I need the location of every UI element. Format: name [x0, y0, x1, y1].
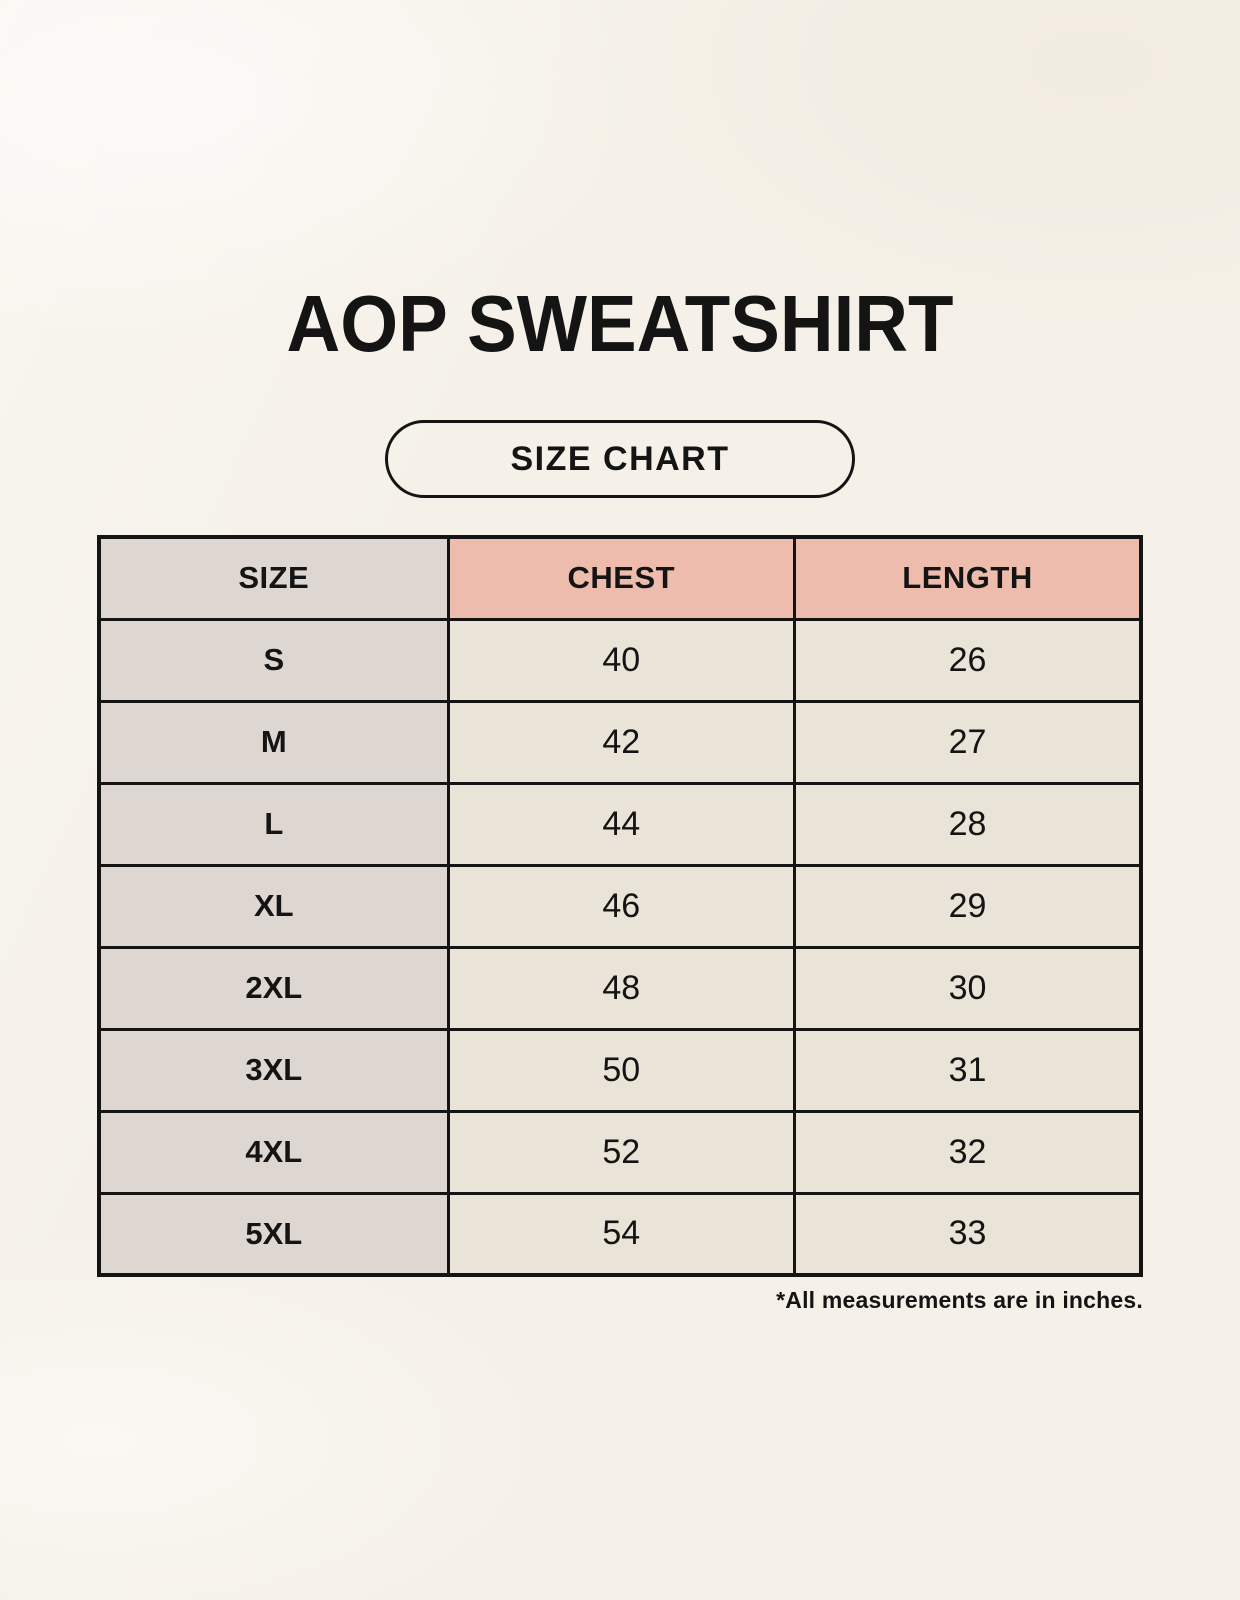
chest-cell: 40 — [446, 617, 797, 703]
chest-cell: 42 — [446, 699, 797, 785]
length-cell: 33 — [793, 1191, 1143, 1277]
table-row: XL 46 29 — [97, 863, 1143, 949]
length-cell: 30 — [793, 945, 1143, 1031]
length-cell: 29 — [793, 863, 1143, 949]
chest-cell: 46 — [446, 863, 797, 949]
size-cell: 3XL — [97, 1027, 450, 1113]
table-row: 3XL 50 31 — [97, 1027, 1143, 1113]
chest-cell: 48 — [446, 945, 797, 1031]
table-row: M 42 27 — [97, 699, 1143, 785]
size-cell: M — [97, 699, 450, 785]
size-chart-badge: SIZE CHART — [385, 420, 855, 498]
table-row: 4XL 52 32 — [97, 1109, 1143, 1195]
header-block: AOP SWEATSHIRT — [0, 0, 1240, 370]
column-header-length: LENGTH — [793, 535, 1143, 621]
size-cell: 2XL — [97, 945, 450, 1031]
chest-cell: 44 — [446, 781, 797, 867]
chest-cell: 54 — [446, 1191, 797, 1277]
chest-cell: 52 — [446, 1109, 797, 1195]
table-header-row: SIZE CHEST LENGTH — [97, 535, 1143, 621]
length-cell: 28 — [793, 781, 1143, 867]
size-cell: S — [97, 617, 450, 703]
size-cell: L — [97, 781, 450, 867]
table-row: S 40 26 — [97, 617, 1143, 703]
size-chart-badge-label: SIZE CHART — [510, 439, 730, 478]
column-header-chest: CHEST — [446, 535, 797, 621]
length-cell: 31 — [793, 1027, 1143, 1113]
length-cell: 26 — [793, 617, 1143, 703]
length-cell: 32 — [793, 1109, 1143, 1195]
table-row: 5XL 54 33 — [97, 1191, 1143, 1277]
size-cell: 4XL — [97, 1109, 450, 1195]
table-row: L 44 28 — [97, 781, 1143, 867]
length-cell: 27 — [793, 699, 1143, 785]
measurements-footnote: *All measurements are in inches. — [776, 1287, 1143, 1313]
table-row: 2XL 48 30 — [97, 945, 1143, 1031]
chest-cell: 50 — [446, 1027, 797, 1113]
size-cell: 5XL — [97, 1191, 450, 1277]
page-title: AOP SWEATSHIRT — [286, 279, 954, 368]
size-table: SIZE CHEST LENGTH S 40 26 M 42 27 L 44 2… — [97, 535, 1143, 1277]
column-header-size: SIZE — [97, 535, 450, 621]
size-cell: XL — [97, 863, 450, 949]
